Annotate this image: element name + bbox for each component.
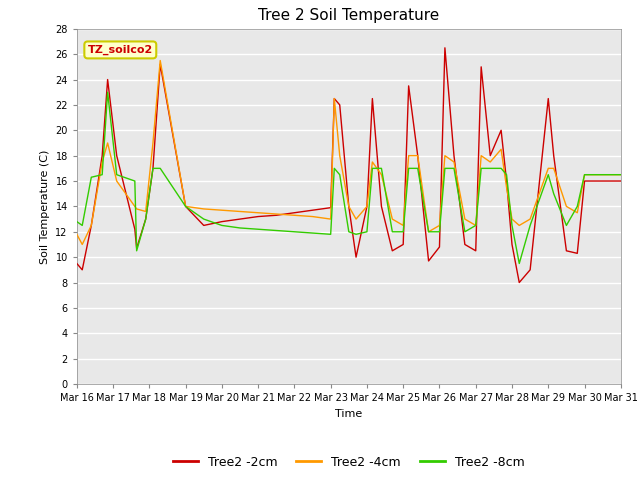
Tree2 -2cm <box>104 77 111 83</box>
Tree2 -8cm <box>450 166 458 171</box>
Tree2 -2cm <box>388 248 396 253</box>
Tree2 -2cm <box>308 207 316 213</box>
Tree2 -2cm <box>617 178 625 184</box>
Tree2 -8cm <box>399 229 407 235</box>
Tree2 -8cm <box>515 261 523 266</box>
Tree2 -4cm <box>617 172 625 178</box>
Tree2 -2cm <box>441 45 449 51</box>
Tree2 -8cm <box>113 172 120 178</box>
Tree2 -2cm <box>73 261 81 266</box>
Legend: Tree2 -2cm, Tree2 -4cm, Tree2 -8cm: Tree2 -2cm, Tree2 -4cm, Tree2 -8cm <box>168 451 529 474</box>
Tree2 -2cm <box>450 153 458 158</box>
Tree2 -8cm <box>104 89 111 95</box>
Tree2 -4cm <box>78 241 86 247</box>
Tree2 -4cm <box>461 216 468 222</box>
X-axis label: Time: Time <box>335 408 362 419</box>
Tree2 -2cm <box>515 280 523 286</box>
Title: Tree 2 Soil Temperature: Tree 2 Soil Temperature <box>258 9 440 24</box>
Tree2 -8cm <box>369 166 376 171</box>
Tree2 -4cm <box>405 153 413 158</box>
Line: Tree2 -8cm: Tree2 -8cm <box>77 92 621 264</box>
Tree2 -2cm <box>425 258 433 264</box>
Tree2 -8cm <box>617 172 625 178</box>
Tree2 -2cm <box>363 204 371 209</box>
Tree2 -4cm <box>441 153 449 158</box>
Tree2 -8cm <box>73 219 81 225</box>
Tree2 -4cm <box>156 58 164 63</box>
Tree2 -8cm <box>436 229 444 235</box>
Y-axis label: Soil Temperature (C): Soil Temperature (C) <box>40 149 50 264</box>
Tree2 -4cm <box>330 96 338 101</box>
Line: Tree2 -4cm: Tree2 -4cm <box>77 60 621 244</box>
Tree2 -4cm <box>378 172 385 178</box>
Tree2 -4cm <box>113 178 120 184</box>
Tree2 -8cm <box>327 231 335 237</box>
Line: Tree2 -2cm: Tree2 -2cm <box>77 48 621 283</box>
Tree2 -4cm <box>73 231 81 237</box>
Text: TZ_soilco2: TZ_soilco2 <box>88 45 153 55</box>
